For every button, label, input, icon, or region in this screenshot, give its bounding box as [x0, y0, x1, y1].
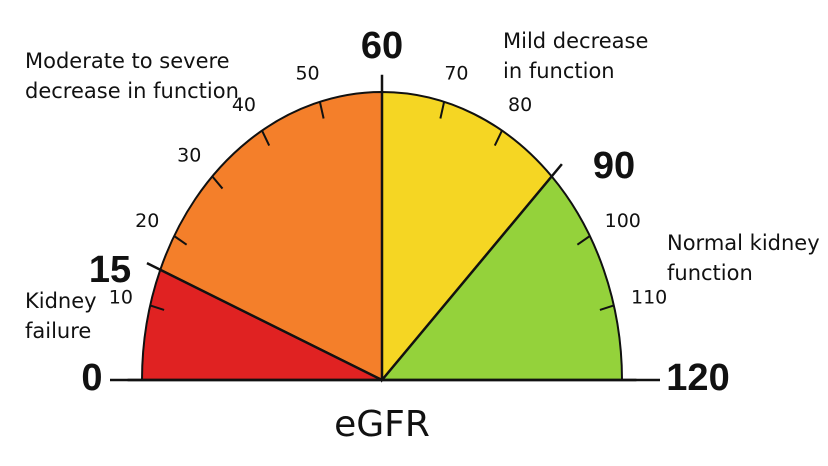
- major-tick: [381, 163, 563, 381]
- band-label: failure: [25, 319, 91, 343]
- minor-tick-label: 30: [177, 144, 201, 166]
- minor-tick-label: 100: [605, 210, 641, 232]
- minor-tick-label: 20: [135, 210, 159, 232]
- major-tick-label: 15: [89, 249, 131, 291]
- minor-tick: [211, 175, 224, 190]
- band-label: Kidney: [25, 289, 97, 313]
- minor-tick: [318, 101, 325, 119]
- axis-title: eGFR: [334, 404, 430, 445]
- band-label: Moderate to severe: [25, 49, 230, 73]
- major-tick-label: 60: [361, 25, 403, 67]
- minor-tick: [493, 130, 503, 146]
- minor-tick: [173, 235, 188, 246]
- minor-tick: [439, 101, 446, 119]
- band-label: function: [667, 261, 753, 285]
- major-tick-label: 120: [666, 357, 729, 399]
- minor-tick-label: 70: [444, 62, 468, 84]
- band-label: Normal kidney: [667, 231, 820, 255]
- minor-tick-label: 50: [295, 62, 319, 84]
- minor-tick: [149, 304, 165, 311]
- minor-tick: [599, 304, 615, 311]
- minor-tick-label: 40: [232, 94, 256, 116]
- bands: [140, 90, 624, 383]
- minor-tick-label: 10: [109, 287, 133, 309]
- band-label: decrease in function: [25, 79, 239, 103]
- minor-tick: [261, 130, 271, 146]
- minor-tick: [576, 235, 591, 246]
- band: [379, 174, 624, 381]
- band: [381, 90, 554, 383]
- band-label: Mild decrease: [503, 29, 648, 53]
- major-tick-label: 0: [81, 357, 102, 399]
- major-tick-label: 90: [593, 145, 635, 187]
- minor-tick-label: 80: [508, 94, 532, 116]
- band-label: in function: [503, 59, 615, 83]
- major-tick: [146, 262, 383, 382]
- minor-tick-label: 110: [631, 287, 667, 309]
